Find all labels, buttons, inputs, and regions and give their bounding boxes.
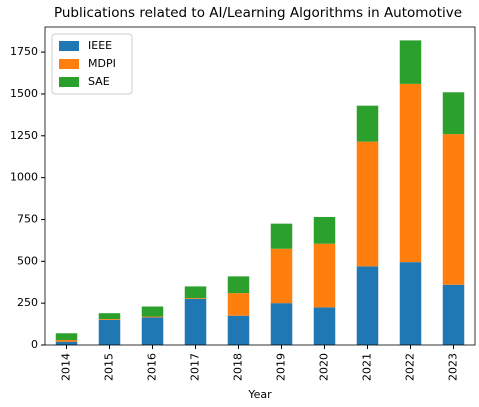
y-tick-label: 1750 [10, 45, 38, 58]
bar-segment [442, 92, 465, 135]
bar-segment [184, 286, 207, 299]
bar-segment [98, 319, 121, 320]
bar-segment [141, 316, 164, 318]
x-tick-label: 2019 [275, 353, 288, 381]
x-tick-label: 2016 [146, 353, 159, 381]
bar-segment [270, 223, 293, 249]
bar-segment [227, 276, 250, 294]
x-tick-label: 2022 [404, 353, 417, 381]
x-axis-label: Year [247, 388, 272, 401]
y-tick-label: 0 [31, 338, 38, 351]
bar-segment [270, 303, 293, 345]
legend-swatch [59, 41, 79, 51]
bar-segment [313, 216, 336, 244]
legend-swatch [59, 77, 79, 87]
bar-segment [184, 298, 207, 345]
legend-swatch [59, 59, 79, 69]
bar-segment [98, 319, 121, 345]
y-tick-label: 250 [17, 296, 38, 309]
x-tick-label: 2014 [60, 353, 73, 381]
x-tick-label: 2018 [232, 353, 245, 381]
x-tick-label: 2017 [189, 353, 202, 381]
y-tick-label: 750 [17, 212, 38, 225]
legend-label: IEEE [88, 39, 112, 52]
bar-segment [141, 317, 164, 345]
bar-segment [442, 284, 465, 345]
bar-segment [356, 266, 379, 345]
bar-segment [313, 307, 336, 345]
bar-segment [442, 134, 465, 285]
y-tick-label: 1000 [10, 171, 38, 184]
plot-frame [44, 26, 476, 346]
bar-segment [227, 293, 250, 316]
x-tick-label: 2023 [447, 353, 460, 381]
bar-segment [55, 339, 78, 342]
bar-segment [399, 40, 422, 84]
bar-segment [98, 313, 121, 320]
bar-segment [227, 315, 250, 345]
bar-segment [270, 248, 293, 304]
bar-segment [55, 341, 78, 345]
bar-segment [356, 105, 379, 142]
y-tick-label: 1250 [10, 129, 38, 142]
bar-segment [399, 262, 422, 345]
legend-label: MDPI [88, 57, 116, 70]
x-tick-label: 2015 [103, 353, 116, 381]
legend-label: SAE [88, 75, 110, 88]
bar-segment [356, 141, 379, 267]
x-tick-label: 2021 [361, 353, 374, 381]
bar-segment [399, 83, 422, 263]
y-tick-label: 1500 [10, 87, 38, 100]
y-tick-label: 500 [17, 254, 38, 267]
bar-segment [141, 306, 164, 317]
bar-segment [184, 298, 207, 299]
bar-segment [55, 333, 78, 340]
bar-segment [313, 243, 336, 308]
chart-title: Publications related to AI/Learning Algo… [54, 5, 462, 21]
x-tick-label: 2020 [318, 353, 331, 381]
